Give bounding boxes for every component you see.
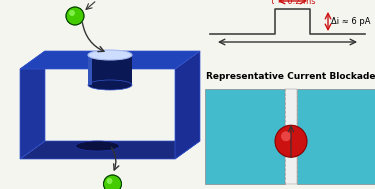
Circle shape (66, 7, 84, 25)
Polygon shape (20, 51, 45, 159)
Ellipse shape (88, 80, 132, 90)
Text: Representative Current Blockade: Representative Current Blockade (206, 72, 375, 81)
Bar (285, 89, 297, 184)
Circle shape (69, 10, 75, 16)
Circle shape (275, 125, 307, 157)
Polygon shape (20, 141, 200, 159)
Polygon shape (175, 51, 200, 159)
Ellipse shape (75, 141, 120, 151)
Polygon shape (88, 55, 132, 85)
Text: Δi ≈ 6 pA: Δi ≈ 6 pA (331, 17, 370, 26)
Text: τ ≈ 0.2 ms: τ ≈ 0.2 ms (270, 0, 315, 6)
Circle shape (104, 175, 122, 189)
Text: Soft Nanoparticle
Translocation: Soft Nanoparticle Translocation (95, 0, 184, 1)
Circle shape (281, 131, 291, 141)
FancyBboxPatch shape (205, 89, 285, 184)
Polygon shape (20, 51, 200, 69)
Circle shape (106, 178, 112, 184)
Ellipse shape (88, 50, 132, 60)
Bar (297, 89, 375, 184)
Polygon shape (88, 55, 92, 85)
